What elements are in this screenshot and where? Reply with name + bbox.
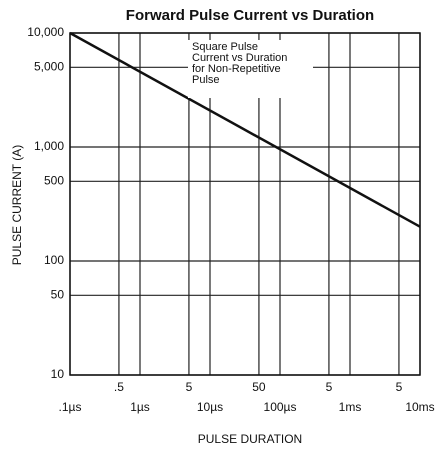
y-axis-label: PULSE CURRENT (A)	[10, 145, 24, 265]
x-tick-label: 5	[396, 380, 403, 394]
annotation: Current vs Duration	[192, 52, 287, 64]
plot-frame	[69, 32, 421, 376]
x-axis-label: PULSE DURATION	[198, 432, 302, 446]
y-tick-label: 50	[51, 287, 65, 301]
y-tick-label: 1,000	[34, 139, 64, 153]
y-tick-label: 100	[44, 253, 64, 267]
y-tick-label: 10	[51, 367, 65, 381]
annotation: Square Pulse	[192, 41, 258, 53]
x-tick-label: .1µs	[59, 400, 82, 414]
x-tick-label: 5	[186, 380, 193, 394]
y-tick-label: 5,000	[34, 59, 64, 73]
x-tick-label: .5	[114, 380, 124, 394]
y-tick-label: 500	[44, 173, 64, 187]
x-tick-label: 10ms	[405, 400, 434, 414]
y-tick-label: 10,000	[27, 25, 64, 39]
x-tick-label: 5	[326, 380, 333, 394]
annotation: Pulse	[192, 74, 220, 86]
x-tick-label: 100µs	[264, 400, 297, 414]
x-tick-label: 50	[252, 380, 266, 394]
x-tick-label: 1ms	[339, 400, 362, 414]
chart-title: Forward Pulse Current vs Duration	[126, 7, 374, 24]
data-line	[69, 31, 421, 228]
annotation: for Non-Repetitive	[192, 63, 281, 75]
annotation-bg	[188, 40, 313, 98]
x-tick-label: 10µs	[197, 400, 223, 414]
x-tick-label: 1µs	[130, 400, 150, 414]
